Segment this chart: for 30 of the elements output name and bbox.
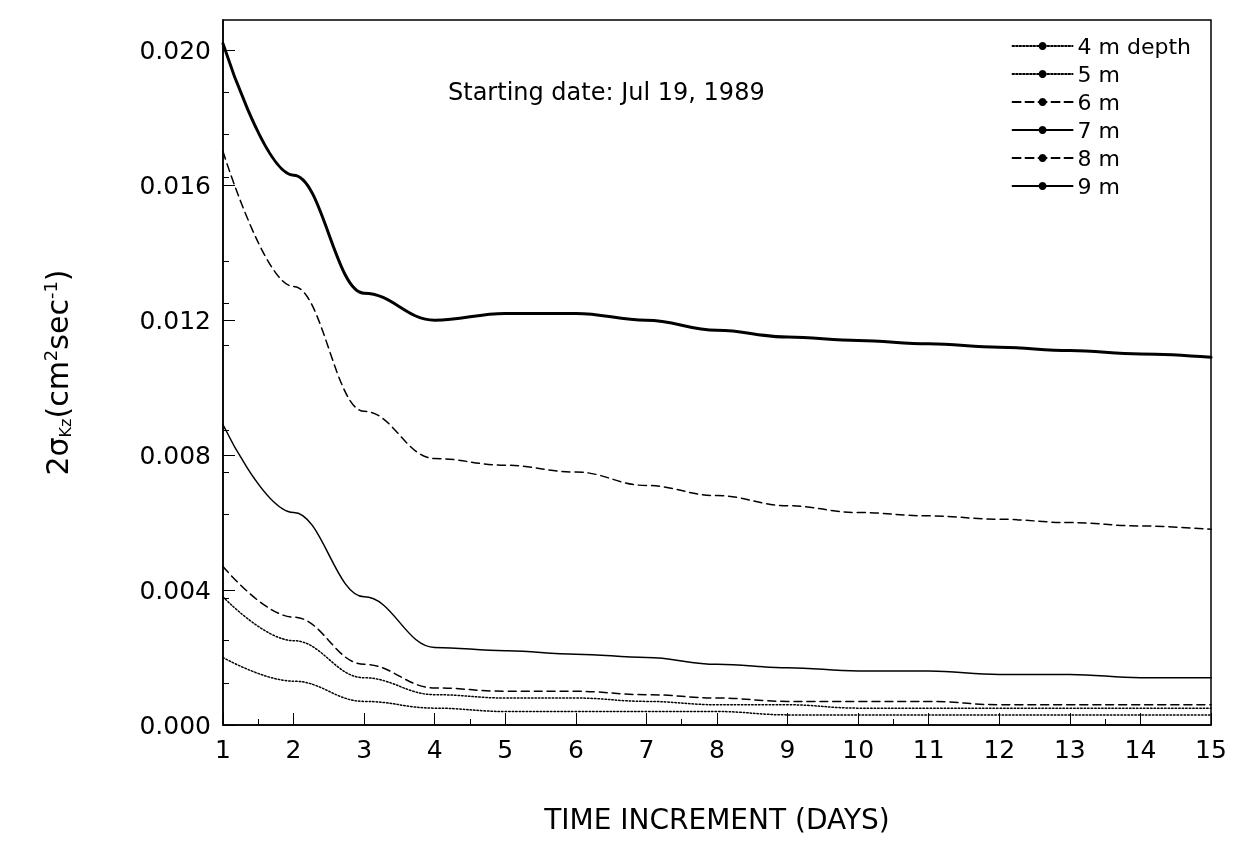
x-tick-label: 4 bbox=[426, 735, 443, 764]
x-tick-label: 15 bbox=[1195, 735, 1227, 764]
legend-label: 8 m bbox=[1077, 145, 1120, 171]
x-tick-label: 14 bbox=[1124, 735, 1157, 764]
x-tick-label: 9 bbox=[779, 735, 796, 764]
legend-label: 9 m bbox=[1077, 173, 1120, 199]
x-tick-label: 10 bbox=[842, 735, 875, 764]
y-tick-label: 0.008 bbox=[139, 440, 211, 470]
y-tick-label: 0.004 bbox=[139, 575, 211, 605]
x-tick-label: 12 bbox=[983, 735, 1016, 764]
x-tick-label: 7 bbox=[638, 735, 655, 764]
y-tick-label: 0.016 bbox=[139, 170, 211, 200]
x-axis-title: TIME INCREMENT (DAYS) bbox=[543, 802, 890, 836]
x-tick-label: 6 bbox=[567, 735, 584, 764]
x-tick-label: 3 bbox=[356, 735, 373, 764]
legend-label: 5 m bbox=[1077, 61, 1120, 87]
x-tick-label: 1 bbox=[215, 735, 231, 764]
legend-label: 6 m bbox=[1077, 89, 1120, 115]
y-tick-label: 0.000 bbox=[139, 710, 211, 740]
x-tick-label: 13 bbox=[1053, 735, 1086, 764]
x-tick-label: 5 bbox=[497, 735, 514, 764]
y-tick-label: 0.020 bbox=[139, 35, 211, 65]
x-tick-label: 11 bbox=[912, 735, 945, 764]
legend-label: 4 m depth bbox=[1077, 33, 1191, 59]
x-tick-label: 2 bbox=[285, 735, 302, 764]
legend-label: 7 m bbox=[1077, 117, 1120, 143]
annotation: Starting date: Jul 19, 1989 bbox=[448, 78, 765, 106]
y-axis-title: 2σKz(cm2sec-1) bbox=[39, 269, 75, 476]
x-tick-label: 8 bbox=[709, 735, 725, 764]
y-tick-label: 0.012 bbox=[139, 305, 211, 335]
